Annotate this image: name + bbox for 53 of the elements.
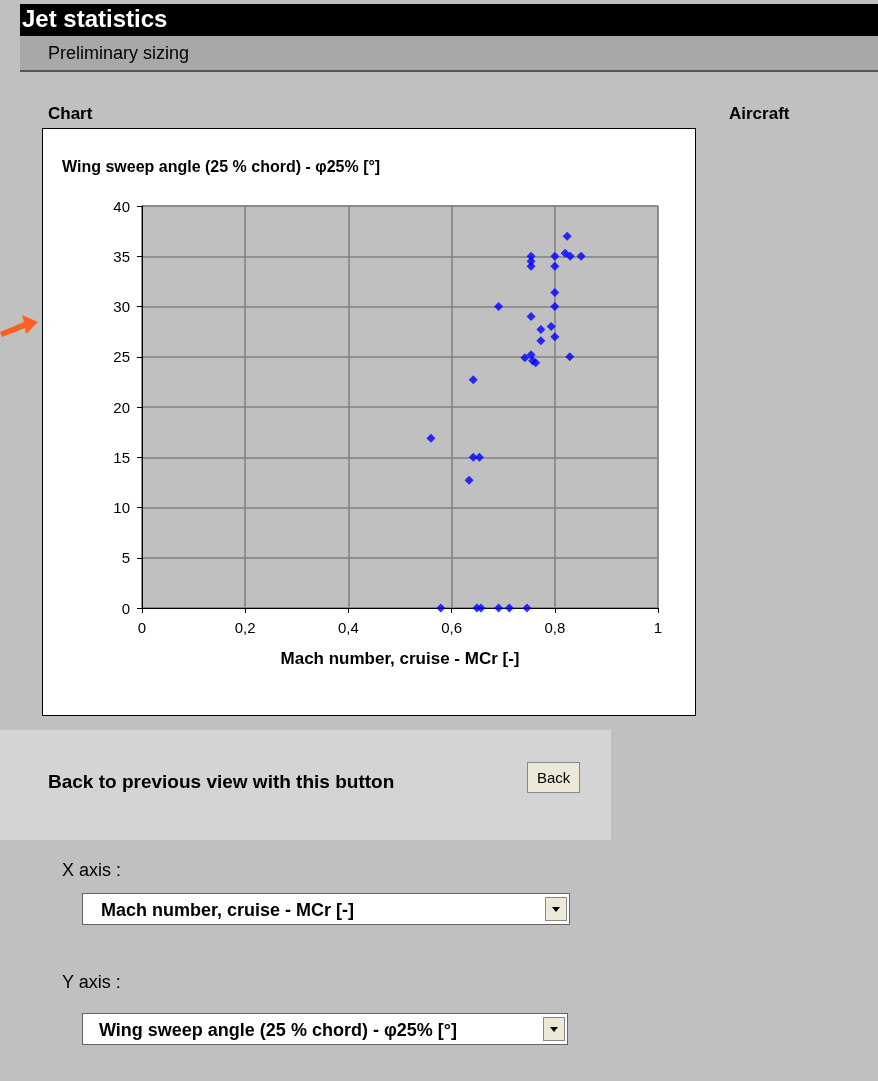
y-tick-label: 15 <box>113 448 130 466</box>
point <box>546 322 556 332</box>
y-tick-label: 0 <box>121 599 130 617</box>
point <box>426 433 436 443</box>
point <box>474 452 484 462</box>
text: Back to previous view with this button <box>48 771 395 792</box>
y-tick-label: 25 <box>113 348 130 366</box>
point <box>504 603 514 613</box>
x-tick-label: 0,6 <box>441 619 463 636</box>
point <box>526 312 536 322</box>
point <box>562 231 572 241</box>
point <box>565 352 575 362</box>
text: Aircraft <box>729 104 790 123</box>
y-tick-label: 20 <box>113 398 130 416</box>
point <box>536 336 546 346</box>
point <box>550 332 560 342</box>
y-tick-label: 30 <box>113 298 130 315</box>
y-tick-label: 10 <box>113 499 130 516</box>
point <box>526 261 536 271</box>
text: Wing sweep angle (25 % chord) - φ25% [°] <box>99 1020 457 1040</box>
x-tick-label: 0 <box>137 619 147 636</box>
point <box>436 603 446 613</box>
point <box>565 251 575 261</box>
x-axis-title: Mach number, cruise - MCr [-] <box>280 649 520 668</box>
point <box>476 603 486 613</box>
point <box>550 251 560 261</box>
text: Back <box>537 769 571 786</box>
y-tick-label: 35 <box>113 247 130 265</box>
x-tick-label: 0,4 <box>337 619 359 636</box>
text: Y axis : <box>62 972 121 992</box>
y-tick-label: 40 <box>113 197 130 215</box>
text: X axis : <box>62 860 122 880</box>
point <box>522 603 532 613</box>
text: Jet statistics <box>22 5 168 32</box>
point <box>560 248 570 258</box>
point <box>550 261 560 271</box>
text: Preliminary sizing <box>48 43 190 63</box>
x-tick-label: 1 <box>653 619 663 636</box>
chart-title: Wing sweep angle (25 % chord) - φ25% [°] <box>62 157 381 175</box>
point <box>520 353 530 363</box>
x-tick-label: 0,8 <box>544 619 566 636</box>
text: Mach number, cruise - MCr [-] <box>101 900 355 920</box>
point <box>536 325 546 335</box>
point <box>468 375 478 385</box>
point <box>464 475 474 485</box>
x-tick-label: 0,2 <box>234 619 256 636</box>
point <box>494 603 504 613</box>
text: Chart <box>48 104 93 123</box>
point <box>550 302 560 311</box>
point <box>494 302 504 311</box>
y-tick-label: 5 <box>121 549 130 567</box>
point <box>550 287 560 297</box>
point <box>576 251 586 261</box>
